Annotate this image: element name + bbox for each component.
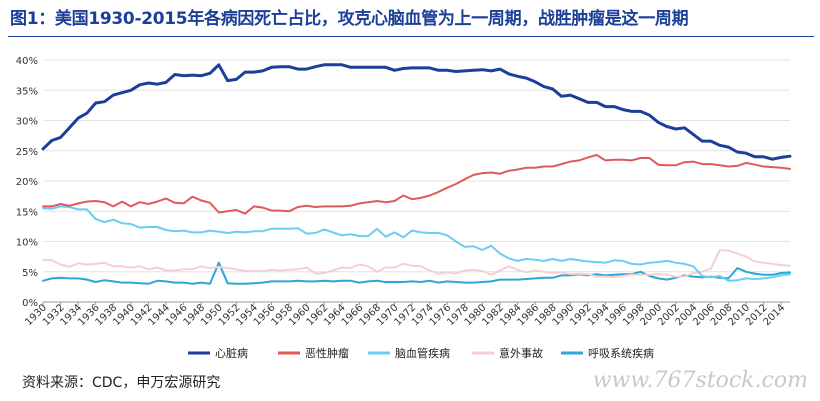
y-tick-label: 0% xyxy=(22,298,38,309)
legend-label: 意外事故 xyxy=(499,346,543,360)
y-tick-label: 40% xyxy=(16,56,38,67)
y-tick-label: 15% xyxy=(16,207,38,218)
line-chart: 0%5%10%15%20%25%30%35%40%193019321934193… xyxy=(16,56,792,360)
legend-label: 脑血管疾病 xyxy=(395,346,450,360)
y-tick-label: 5% xyxy=(22,268,38,279)
legend-label: 心脏病 xyxy=(215,346,248,360)
series-line xyxy=(42,261,791,285)
legend-label: 呼吸系统疾病 xyxy=(588,346,654,360)
series-line xyxy=(42,205,791,282)
watermark-text: www.767stock.com xyxy=(592,368,808,393)
y-tick-label: 30% xyxy=(16,117,38,128)
y-tick-label: 10% xyxy=(16,238,38,249)
legend-label: 恶性肿瘤 xyxy=(305,346,349,360)
source-note: 资料来源：CDC，申万宏源研究 xyxy=(22,375,221,391)
title-divider xyxy=(8,36,814,37)
y-tick-label: 20% xyxy=(16,177,38,188)
series-line xyxy=(42,249,791,279)
y-tick-label: 25% xyxy=(16,147,38,158)
series-line xyxy=(42,154,791,215)
y-tick-label: 35% xyxy=(16,86,38,97)
series-line xyxy=(41,63,792,161)
figure-title: 图1：美国1930-2015年各病因死亡占比，攻克心脑血管为上一周期，战胜肿瘤是… xyxy=(10,9,689,29)
